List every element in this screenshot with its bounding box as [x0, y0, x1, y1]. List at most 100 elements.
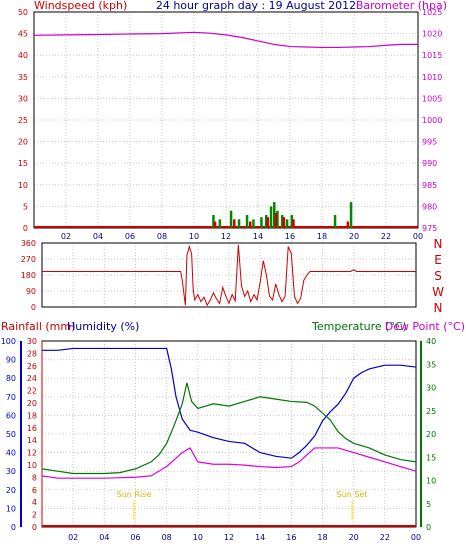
- temp-x-tick-label: 12: [224, 533, 234, 542]
- windspeed-bar: [218, 219, 222, 228]
- rainfall-tick-label: 22: [27, 387, 37, 396]
- rainfall-tick-label: 2: [32, 511, 37, 520]
- temperature-tick-label: 0: [426, 523, 431, 532]
- rainfall-tick-label: 10: [27, 461, 37, 470]
- barometer-tick-label: 995: [422, 138, 437, 147]
- direction-ticks: 0 90 180 270 360: [21, 239, 36, 312]
- temp-x-tick-label: 02: [68, 533, 78, 542]
- windspeed-bar: [237, 219, 241, 228]
- wind-x-tick-label: 08: [157, 232, 167, 241]
- temperature-axis-label: Temperature (°C): [311, 320, 407, 333]
- barometer-tick-label: 980: [422, 202, 437, 211]
- windspeed-tick-label: 45: [18, 30, 28, 39]
- temperature-tick-label: 10: [426, 477, 436, 486]
- windspeed-tick-label: 35: [18, 73, 28, 82]
- rainfall-tick-label: 12: [27, 449, 37, 458]
- barometer-tick-label: 990: [422, 159, 437, 168]
- gust-bar: [282, 217, 286, 228]
- temp-x-tick-label: 14: [255, 533, 265, 542]
- humidity-ticks: 0 10 20 30 40 50 60 70 80 90 100: [1, 337, 16, 532]
- windspeed-bar: [333, 215, 337, 228]
- windspeed-tick-label: 20: [18, 138, 28, 147]
- wind-x-tick-label: 06: [125, 232, 135, 241]
- barometer-tick-label: 1010: [422, 73, 442, 82]
- gust-bar: [213, 221, 217, 228]
- barometer-axis-label: Barometer (hpa): [356, 0, 447, 12]
- windspeed-tick-label: 0: [23, 224, 28, 233]
- direction-tick-label: 90: [26, 287, 36, 296]
- humidity-tick-label: 100: [1, 337, 16, 346]
- temp-x-tick-label: 22: [380, 533, 390, 542]
- temp-x-tick-label: 00: [411, 533, 421, 542]
- windspeed-tick-label: 40: [18, 51, 28, 60]
- gust-bar: [346, 221, 350, 228]
- compass-label: S: [434, 269, 442, 283]
- windspeed-bar: [276, 210, 279, 228]
- dewpoint-axis-label: Dew Point (°C): [385, 320, 465, 333]
- humidity-tick-label: 20: [6, 486, 16, 495]
- temp-x-tick-label: 10: [193, 533, 203, 542]
- temperature-tick-label: 25: [426, 407, 436, 416]
- rainfall-tick-label: 28: [27, 349, 37, 358]
- windspeed-tick-label: 5: [23, 202, 28, 211]
- sun-annotations: Sun Rise Sun Set: [117, 490, 368, 520]
- windspeed-bar: [273, 202, 276, 228]
- gust-bar: [266, 217, 270, 228]
- rainfall-axis-label: Rainfall (mm): [1, 320, 75, 333]
- wind-marks: [33, 31, 418, 228]
- humidity-tick-label: 60: [6, 411, 16, 420]
- wind-x-tick-label: 10: [189, 232, 199, 241]
- temperature-tick-label: 5: [426, 500, 431, 509]
- humidity-tick-label: 50: [6, 430, 16, 439]
- windspeed-bar: [245, 215, 249, 228]
- direction-tick-label: 180: [21, 271, 36, 280]
- wind-x-tick-label: 12: [221, 232, 231, 241]
- rainfall-tick-label: 14: [27, 436, 37, 445]
- rainfall-tick-label: 30: [27, 337, 37, 346]
- temp-x-tick-label: 16: [286, 533, 296, 542]
- humidity-tick-label: 30: [6, 467, 16, 476]
- wind-x-ticks: 02 04 06 08 10 12 14 16 18 20 22 00: [61, 232, 423, 241]
- temp-x-tick-label: 08: [162, 533, 172, 542]
- rainfall-tick-label: 20: [27, 399, 37, 408]
- compass-label: E: [434, 253, 442, 267]
- wind-direction-line: [42, 244, 416, 307]
- humidity-tick-label: 40: [6, 449, 16, 458]
- barometer-ticks: 975 980 985 990 995 1000 1005 1010 1015 1020 1025: [422, 8, 442, 233]
- rainfall-tick-label: 16: [27, 424, 37, 433]
- windspeed-bar: [285, 219, 289, 228]
- direction-plot-frame: [41, 242, 417, 308]
- direction-tick-label: 0: [31, 303, 36, 312]
- rainfall-tick-label: 24: [27, 374, 37, 383]
- humidity-tick-label: 10: [6, 504, 16, 513]
- windspeed-bar: [212, 215, 215, 228]
- barometer-tick-label: 1000: [422, 116, 442, 125]
- barometer-tick-label: 1005: [422, 94, 442, 103]
- windspeed-ticks: 0 5 10 15 20 25 30 35 40 45 50: [18, 8, 28, 233]
- barometer-tick-label: 985: [422, 181, 437, 190]
- rainfall-tick-label: 0: [32, 523, 37, 532]
- temp-x-tick-label: 18: [317, 533, 327, 542]
- windspeed-tick-label: 10: [18, 181, 28, 190]
- gust-bar: [233, 219, 236, 228]
- humidity-tick-label: 90: [6, 356, 16, 365]
- direction-marks: [42, 244, 416, 307]
- windspeed-bar: [281, 215, 284, 228]
- sun-annotation-label: Sun Set: [337, 490, 368, 499]
- windspeed-bar: [260, 217, 263, 228]
- windspeed-bar: [229, 210, 233, 228]
- compass-label: N: [434, 301, 443, 315]
- gust-bar: [249, 221, 252, 228]
- temp-humidity-panel: Rainfall (mm) Humidity (%) Temperature (…: [1, 320, 465, 542]
- temperature-ticks: 0 5 10 15 20 25 30 35 40: [426, 337, 436, 532]
- windspeed-tick-label: 30: [18, 94, 28, 103]
- temp-x-ticks: 02 04 06 08 10 12 14 16 18 20 22 00: [68, 533, 421, 542]
- windspeed-tick-label: 15: [18, 159, 28, 168]
- rainfall-tick-label: 26: [27, 362, 37, 371]
- wind-x-tick-label: 00: [413, 232, 423, 241]
- humidity-tick-label: 70: [6, 393, 16, 402]
- rainfall-tick-label: 18: [27, 411, 37, 420]
